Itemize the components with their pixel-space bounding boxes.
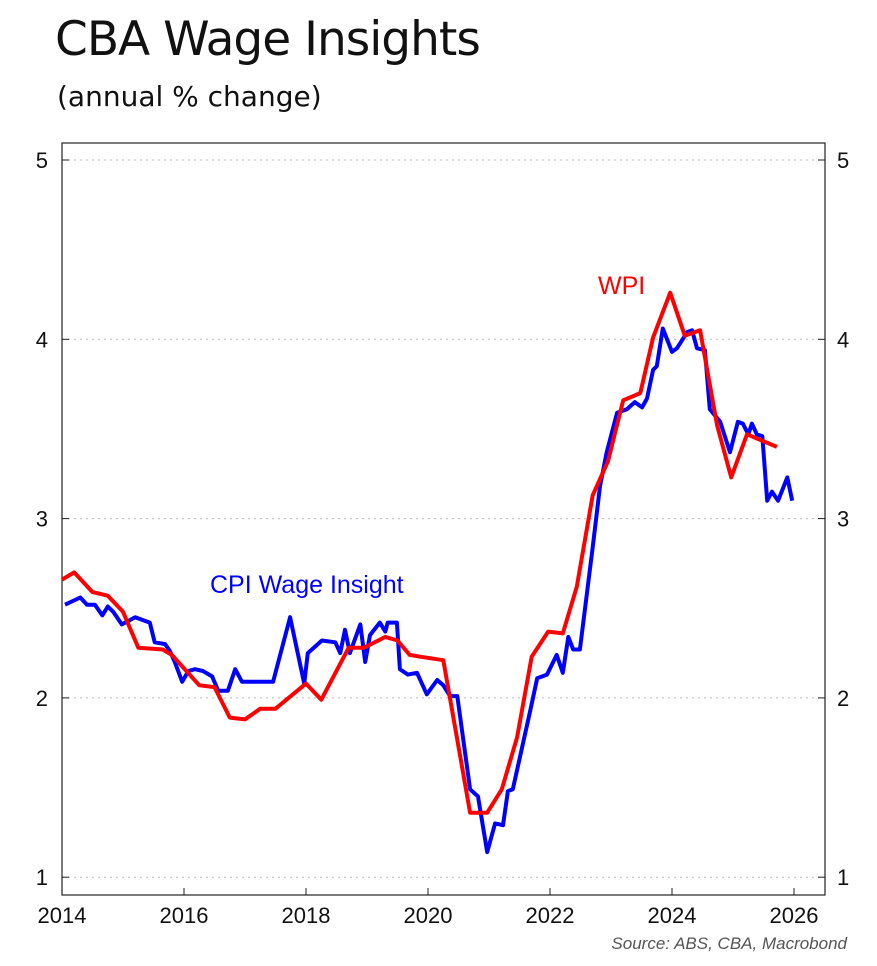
chart-title: CBA Wage Insights (55, 12, 481, 67)
x-tick-label: 2016 (160, 903, 209, 928)
series-line-wpi (60, 290, 778, 815)
x-tick-label: 2024 (648, 903, 697, 928)
y-tick-label: 3 (36, 507, 48, 532)
series-label-wpi: WPI (598, 272, 645, 300)
x-tick-label: 2022 (526, 903, 575, 928)
y-tick-label-right: 5 (837, 148, 849, 173)
y-tick-label: 2 (36, 686, 48, 711)
y-tick-label-right: 4 (837, 327, 849, 352)
y-tick-label-right: 1 (837, 865, 849, 890)
source-note: Source: ABS, CBA, Macrobond (611, 934, 847, 953)
x-tick-label: 2020 (404, 903, 453, 928)
y-tick-label: 5 (36, 148, 48, 173)
chart-subtitle: (annual % change) (57, 80, 322, 113)
y-tick-label-right: 2 (837, 686, 849, 711)
series-line-cpi-wage-insight (64, 326, 795, 855)
y-tick-label-right: 3 (837, 507, 849, 532)
y-tick-label: 4 (36, 327, 48, 352)
x-tick-label: 2014 (38, 903, 87, 928)
y-tick-label: 1 (36, 865, 48, 890)
series-label-cpi-wage-insight: CPI Wage Insight (210, 571, 404, 599)
x-tick-label: 2026 (770, 903, 819, 928)
x-tick-label: 2018 (282, 903, 331, 928)
